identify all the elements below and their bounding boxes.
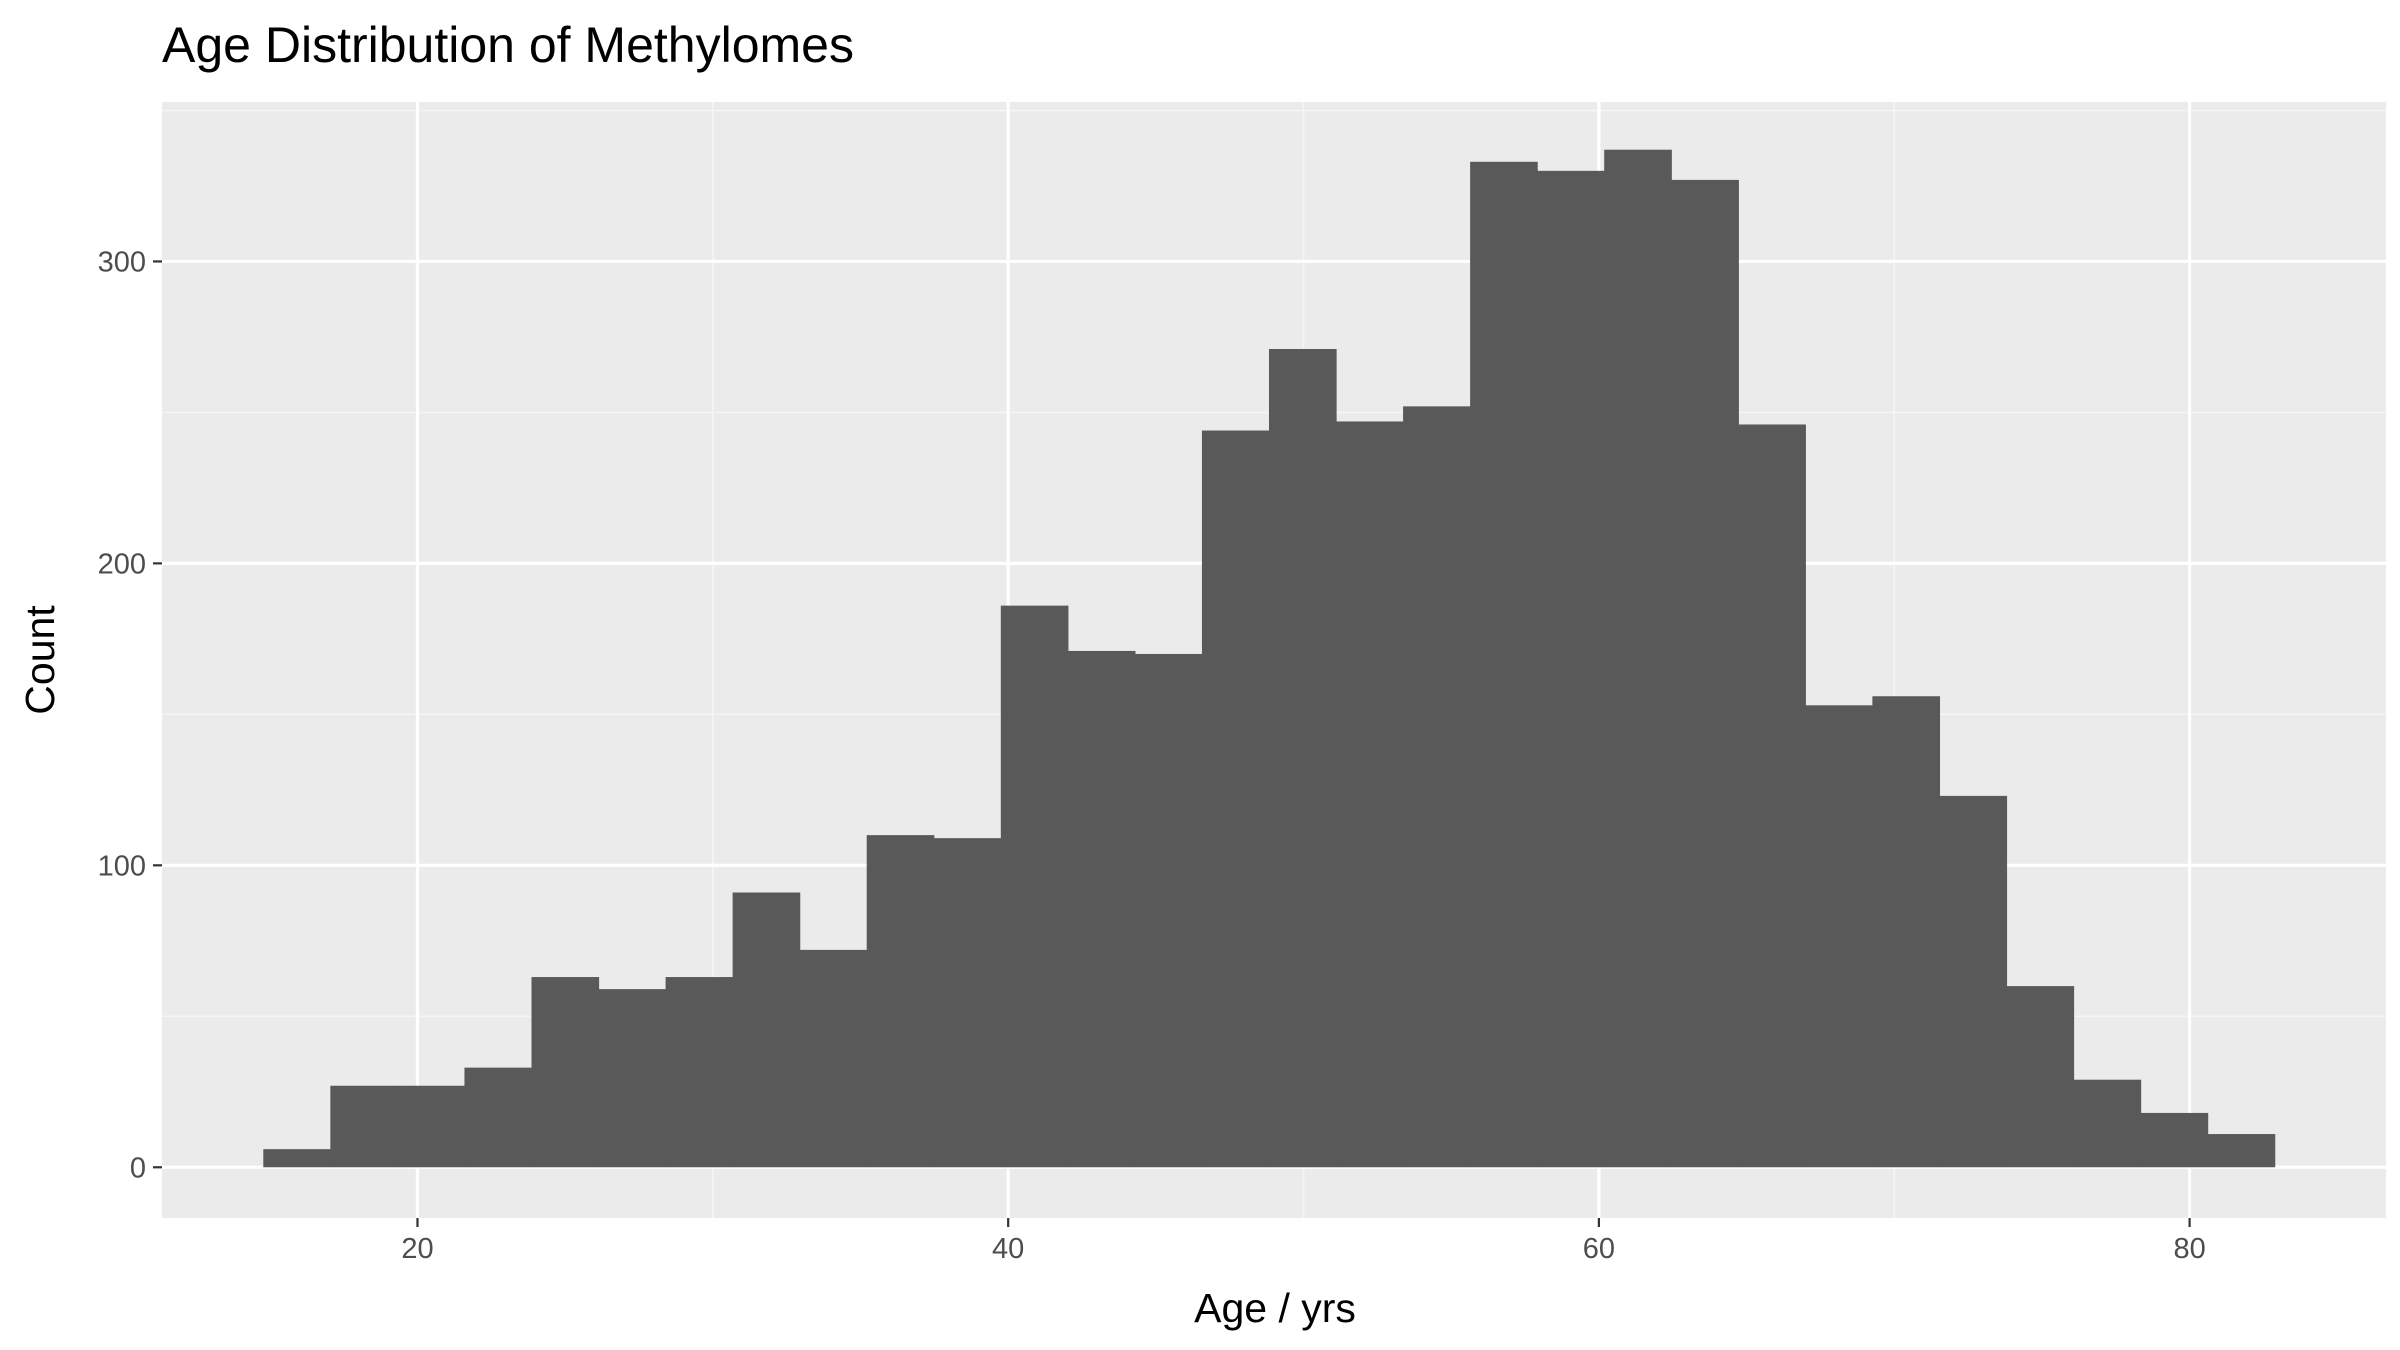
histogram-bar bbox=[1537, 170, 1605, 1168]
x-axis-title: Age / yrs bbox=[1194, 1285, 1356, 1331]
y-tick-label: 300 bbox=[98, 246, 146, 278]
y-axis-title: Count bbox=[17, 605, 63, 715]
histogram-bar bbox=[1067, 650, 1136, 1168]
x-tick-label: 60 bbox=[1583, 1233, 1615, 1265]
histogram-bar bbox=[1872, 696, 1941, 1168]
histogram-bar bbox=[464, 1067, 533, 1168]
histogram-bar bbox=[1604, 149, 1672, 1168]
histogram-bar bbox=[1805, 705, 1873, 1168]
histogram-bar bbox=[2006, 986, 2075, 1168]
x-tick-label: 20 bbox=[401, 1233, 433, 1265]
y-tick-label: 200 bbox=[98, 548, 146, 580]
histogram-bar bbox=[598, 989, 667, 1168]
histogram-bar bbox=[1000, 605, 1069, 1168]
histogram-bar bbox=[1134, 653, 1203, 1168]
axes: 20 40 60 80 0 100 200 300 bbox=[98, 246, 2206, 1265]
histogram-bars bbox=[263, 149, 2276, 1168]
chart-title: Age Distribution of Methylomes bbox=[162, 17, 854, 73]
x-tick-label: 80 bbox=[2173, 1233, 2205, 1265]
histogram-bar bbox=[732, 892, 801, 1168]
histogram-bar bbox=[799, 949, 868, 1168]
histogram-bar bbox=[665, 977, 734, 1168]
histogram-bar bbox=[1403, 406, 1471, 1168]
histogram-bar bbox=[531, 977, 600, 1168]
histogram-bar bbox=[263, 1149, 331, 1168]
histogram-bar bbox=[330, 1085, 398, 1168]
histogram-bar bbox=[1470, 161, 1538, 1168]
histogram-bar bbox=[2073, 1079, 2142, 1168]
x-tick-label: 40 bbox=[992, 1233, 1024, 1265]
histogram-bar bbox=[1336, 421, 1404, 1168]
histogram-bar bbox=[1939, 795, 2008, 1168]
histogram-bar bbox=[866, 835, 935, 1168]
histogram-bar bbox=[1201, 430, 1270, 1168]
histogram-bar bbox=[2207, 1134, 2276, 1168]
y-tick-label: 0 bbox=[130, 1152, 146, 1184]
histogram-bar bbox=[1671, 179, 1739, 1168]
histogram-bar bbox=[933, 838, 1002, 1168]
histogram-bar bbox=[2140, 1112, 2209, 1168]
y-tick-label: 100 bbox=[98, 850, 146, 882]
histogram-bar bbox=[1268, 348, 1337, 1168]
histogram-bar bbox=[397, 1085, 466, 1168]
histogram-bar bbox=[1738, 424, 1806, 1168]
